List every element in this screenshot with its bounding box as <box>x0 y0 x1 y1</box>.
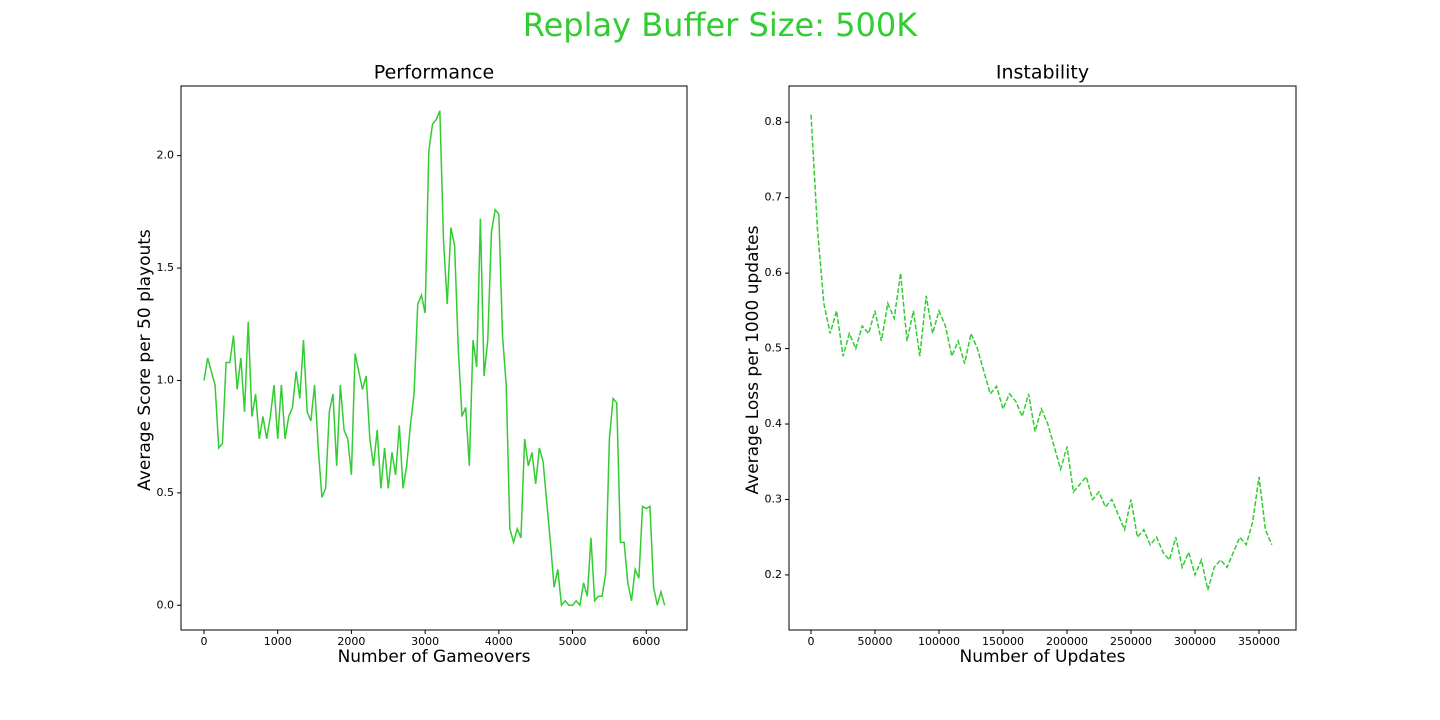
x-tick-label: 200000 <box>1046 635 1088 648</box>
y-tick-label: 1.0 <box>157 373 175 386</box>
y-tick-label: 2.0 <box>157 149 175 162</box>
y-axis-label: Average Loss per 1000 updates <box>743 225 763 494</box>
figure-title: Replay Buffer Size: 500K <box>523 6 918 44</box>
y-tick-label: 0.5 <box>157 486 175 499</box>
y-axis-label: Average Score per 50 playouts <box>135 229 155 491</box>
y-tick-label: 0.0 <box>157 598 175 611</box>
y-tick-label: 1.5 <box>157 261 175 274</box>
x-tick-label: 1000 <box>264 635 292 648</box>
x-tick-label: 0 <box>200 635 207 648</box>
axes-title: Performance <box>374 62 494 84</box>
y-tick-label: 0.4 <box>765 417 783 430</box>
x-tick-label: 5000 <box>559 635 587 648</box>
x-tick-label: 100000 <box>918 635 960 648</box>
x-axis-label: Number of Gameovers <box>338 647 531 667</box>
y-tick-label: 0.6 <box>765 266 783 279</box>
data-line <box>810 114 1273 591</box>
x-tick-label: 350000 <box>1238 635 1280 648</box>
y-tick-label: 0.3 <box>765 492 783 505</box>
x-tick-label: 0 <box>808 635 815 648</box>
axes-frame <box>788 85 1297 631</box>
x-tick-label: 3000 <box>411 635 439 648</box>
axes-frame <box>180 85 688 631</box>
x-tick-label: 6000 <box>632 635 660 648</box>
x-tick-label: 300000 <box>1174 635 1216 648</box>
x-tick-label: 2000 <box>337 635 365 648</box>
y-tick-label: 0.2 <box>765 568 783 581</box>
y-tick-label: 0.5 <box>765 342 783 355</box>
y-tick-label: 0.8 <box>765 115 783 128</box>
y-tick-label: 0.7 <box>765 191 783 204</box>
axes-title: Instability <box>996 62 1089 84</box>
x-tick-label: 250000 <box>1110 635 1152 648</box>
data-line <box>203 110 666 608</box>
x-axis-label: Number of Updates <box>960 647 1126 667</box>
x-tick-label: 150000 <box>982 635 1024 648</box>
x-tick-label: 50000 <box>858 635 893 648</box>
x-tick-label: 4000 <box>485 635 513 648</box>
